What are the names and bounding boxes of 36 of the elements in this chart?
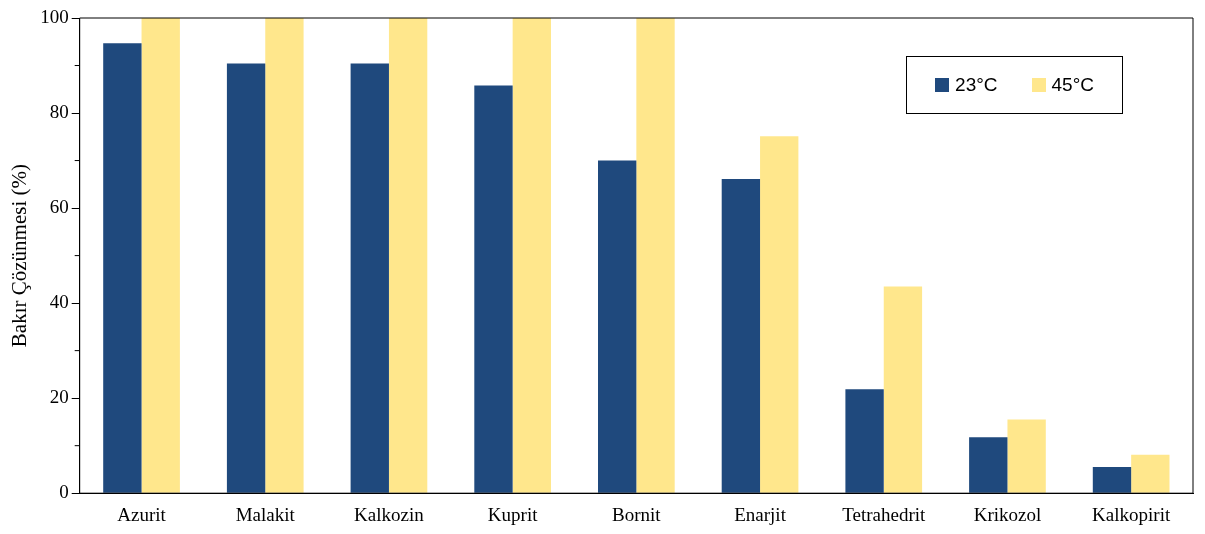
bar	[388, 18, 428, 493]
x-tick-label: Kuprit	[487, 503, 539, 525]
y-tick-label: 20	[49, 386, 69, 408]
y-tick-label: 40	[49, 291, 69, 313]
bar	[474, 85, 513, 493]
x-tick-label: Enarjit	[734, 503, 787, 525]
bar	[760, 136, 799, 493]
y-tick-label: 80	[49, 101, 69, 123]
bar	[350, 63, 389, 493]
bar	[636, 18, 675, 493]
x-tick-label: Tetrahedrit	[842, 503, 926, 525]
bar	[1131, 454, 1170, 493]
legend-label: 45°C	[1051, 74, 1094, 96]
y-tick-label: 0	[59, 481, 69, 503]
x-tick-label: Kalkopirit	[1092, 503, 1171, 525]
bar	[265, 18, 304, 493]
bar	[883, 286, 923, 493]
legend-label: 23°C	[955, 74, 998, 96]
x-tick-label: Bornit	[612, 503, 662, 525]
bar	[103, 43, 142, 493]
bar	[141, 18, 180, 493]
y-tick-label: 100	[40, 5, 69, 27]
bar	[1092, 467, 1132, 493]
x-tick-label: Azurit	[117, 503, 167, 525]
bar	[969, 437, 1008, 493]
bar	[598, 160, 637, 493]
bar	[512, 18, 551, 493]
x-tick-label: Krikozol	[973, 503, 1042, 525]
y-tick-label: 60	[49, 196, 69, 218]
bar	[845, 389, 884, 493]
x-tick-label: Kalkozin	[354, 503, 425, 525]
bar	[226, 63, 266, 493]
bar	[1007, 419, 1046, 493]
x-tick-label: Malakit	[235, 503, 296, 525]
y-axis-title: Bakır Çözünmesi (%)	[7, 164, 32, 348]
bar	[721, 179, 761, 493]
